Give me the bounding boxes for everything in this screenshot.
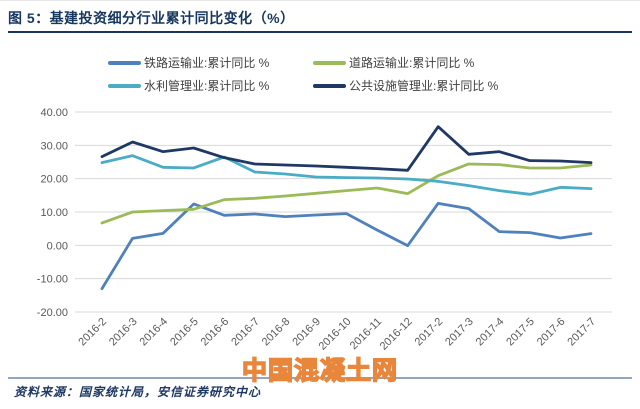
y-tick-label: 0.00: [47, 240, 68, 252]
legend-item-public-facilities: 公共设施管理业:累计同比 %: [313, 78, 498, 93]
legend-label-water: 水利管理业:累计同比 %: [144, 79, 270, 93]
series-line-4: [100, 125, 593, 172]
legend-item-railway: 铁路运输业:累计同比 %: [108, 55, 313, 70]
x-tick-label: 2016-3: [107, 316, 140, 349]
x-tick-label: 2016-5: [168, 316, 201, 349]
x-tick-label: 2016-2: [76, 316, 109, 349]
y-tick-label: -10.00: [37, 274, 68, 286]
x-tick-label: 2017-4: [474, 316, 507, 349]
y-tick-label: 40.00: [40, 107, 68, 119]
series-line-3: [100, 154, 593, 196]
top-hairline: [0, 0, 640, 1]
x-tick-label: 2017-6: [535, 316, 568, 349]
x-tick-label: 2017-3: [443, 316, 476, 349]
source-note: 资料来源：国家统计局，安信证券研究中心: [14, 385, 262, 399]
title-rule: [8, 31, 632, 33]
legend-marker-road-line: [313, 60, 346, 65]
legend-marker-water-line: [108, 83, 141, 88]
footer-rule: [8, 377, 632, 379]
legend-item-road: 道路运输业:累计同比 %: [313, 55, 498, 70]
x-tick-label: 2016-8: [260, 316, 293, 349]
x-tick-label: 2016-11: [348, 316, 384, 352]
x-tick-label: 2016-7: [229, 316, 262, 349]
legend-marker-public-facilities-line: [313, 83, 346, 88]
x-tick-label: 2017-2: [413, 316, 446, 349]
legend-label-road: 道路运输业:累计同比 %: [349, 56, 475, 70]
y-tick-label: 10.00: [40, 207, 68, 219]
legend-marker-railway-line: [108, 60, 141, 65]
line-chart: 40.00 30.00 20.00 10.00 0.00 -10.00 -20.00 2016…: [0, 103, 640, 375]
y-tick-label: -20.00: [37, 307, 68, 319]
x-tick-label: 2016-6: [199, 316, 232, 349]
x-tick-label: 2017-7: [565, 316, 598, 349]
watermark-text: 中国混凝土网: [241, 356, 399, 386]
chart-canvas: 40.00 30.00 20.00 10.00 0.00 -10.00 -20.00 2016…: [37, 107, 612, 353]
x-tick-label: 2016-4: [138, 316, 171, 349]
series-line-1: [100, 201, 593, 291]
x-tick-label: 2017-5: [504, 316, 537, 349]
series-line-2: [100, 162, 593, 225]
x-tick-label: 2016-12: [378, 316, 415, 353]
figure-title: 图 5：基建投资细分行业累计同比变化（%）: [8, 10, 295, 26]
y-tick-label: 20.00: [40, 174, 68, 186]
chart-legend: 铁路运输业:累计同比 % 道路运输业:累计同比 % 水利管理业:累计同比 % 公…: [108, 55, 498, 93]
y-tick-label: 30.00: [40, 140, 68, 152]
x-tick-label: 2016-10: [317, 316, 354, 353]
legend-label-railway: 铁路运输业:累计同比 %: [144, 56, 270, 70]
legend-item-water: 水利管理业:累计同比 %: [108, 78, 313, 93]
legend-label-public-facilities: 公共设施管理业:累计同比 %: [349, 79, 499, 93]
